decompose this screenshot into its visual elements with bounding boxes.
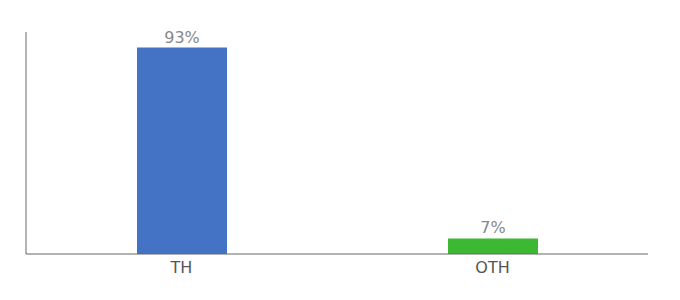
svg-text:OTH: OTH [475,258,509,277]
svg-text:7%: 7% [480,218,505,237]
svg-text:93%: 93% [164,28,200,47]
svg-text:TH: TH [170,258,193,277]
